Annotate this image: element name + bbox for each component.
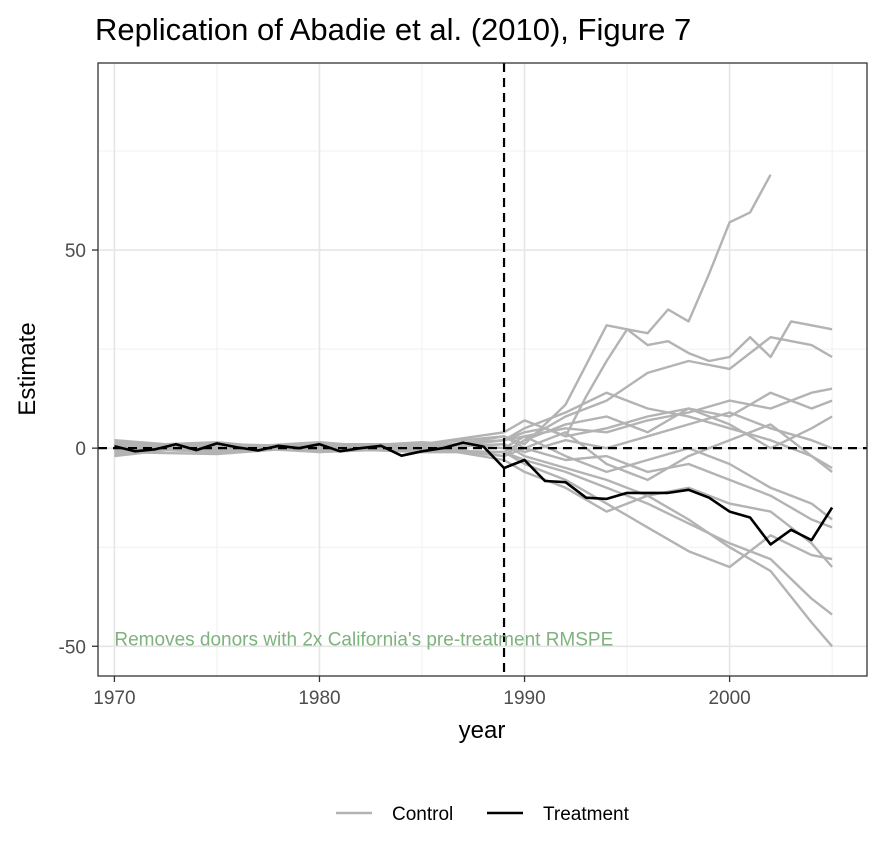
x-tick-label: 2000 — [708, 688, 750, 709]
plot-panel: Removes donors with 2x California's pre-… — [97, 62, 868, 677]
x-tick-label: 1970 — [93, 688, 135, 709]
x-axis-label: year — [459, 717, 506, 744]
x-axis: 1970 1980 1990 2000 — [93, 676, 751, 709]
legend-label-treatment: Treatment — [543, 804, 630, 825]
x-tick-label: 1980 — [298, 688, 340, 709]
x-tick-label: 1990 — [503, 688, 545, 709]
legend: Control Treatment — [336, 804, 630, 825]
control-line — [114, 435, 833, 521]
gridlines — [98, 63, 867, 676]
panel-border — [97, 62, 868, 677]
treatment-line — [114, 441, 834, 546]
panel-background — [98, 63, 867, 676]
annotation-text: Removes donors with 2x California's pre-… — [114, 629, 613, 650]
chart-title: Replication of Abadie et al. (2010), Fig… — [95, 12, 691, 47]
y-tick-label: -50 — [59, 637, 86, 658]
legend-label-control: Control — [392, 804, 453, 825]
treatment-series — [114, 441, 834, 546]
y-axis: -50 0 50 — [59, 241, 98, 658]
y-axis-label: Estimate — [14, 322, 41, 415]
y-tick-label: 0 — [75, 439, 86, 460]
y-tick-label: 50 — [65, 241, 86, 262]
